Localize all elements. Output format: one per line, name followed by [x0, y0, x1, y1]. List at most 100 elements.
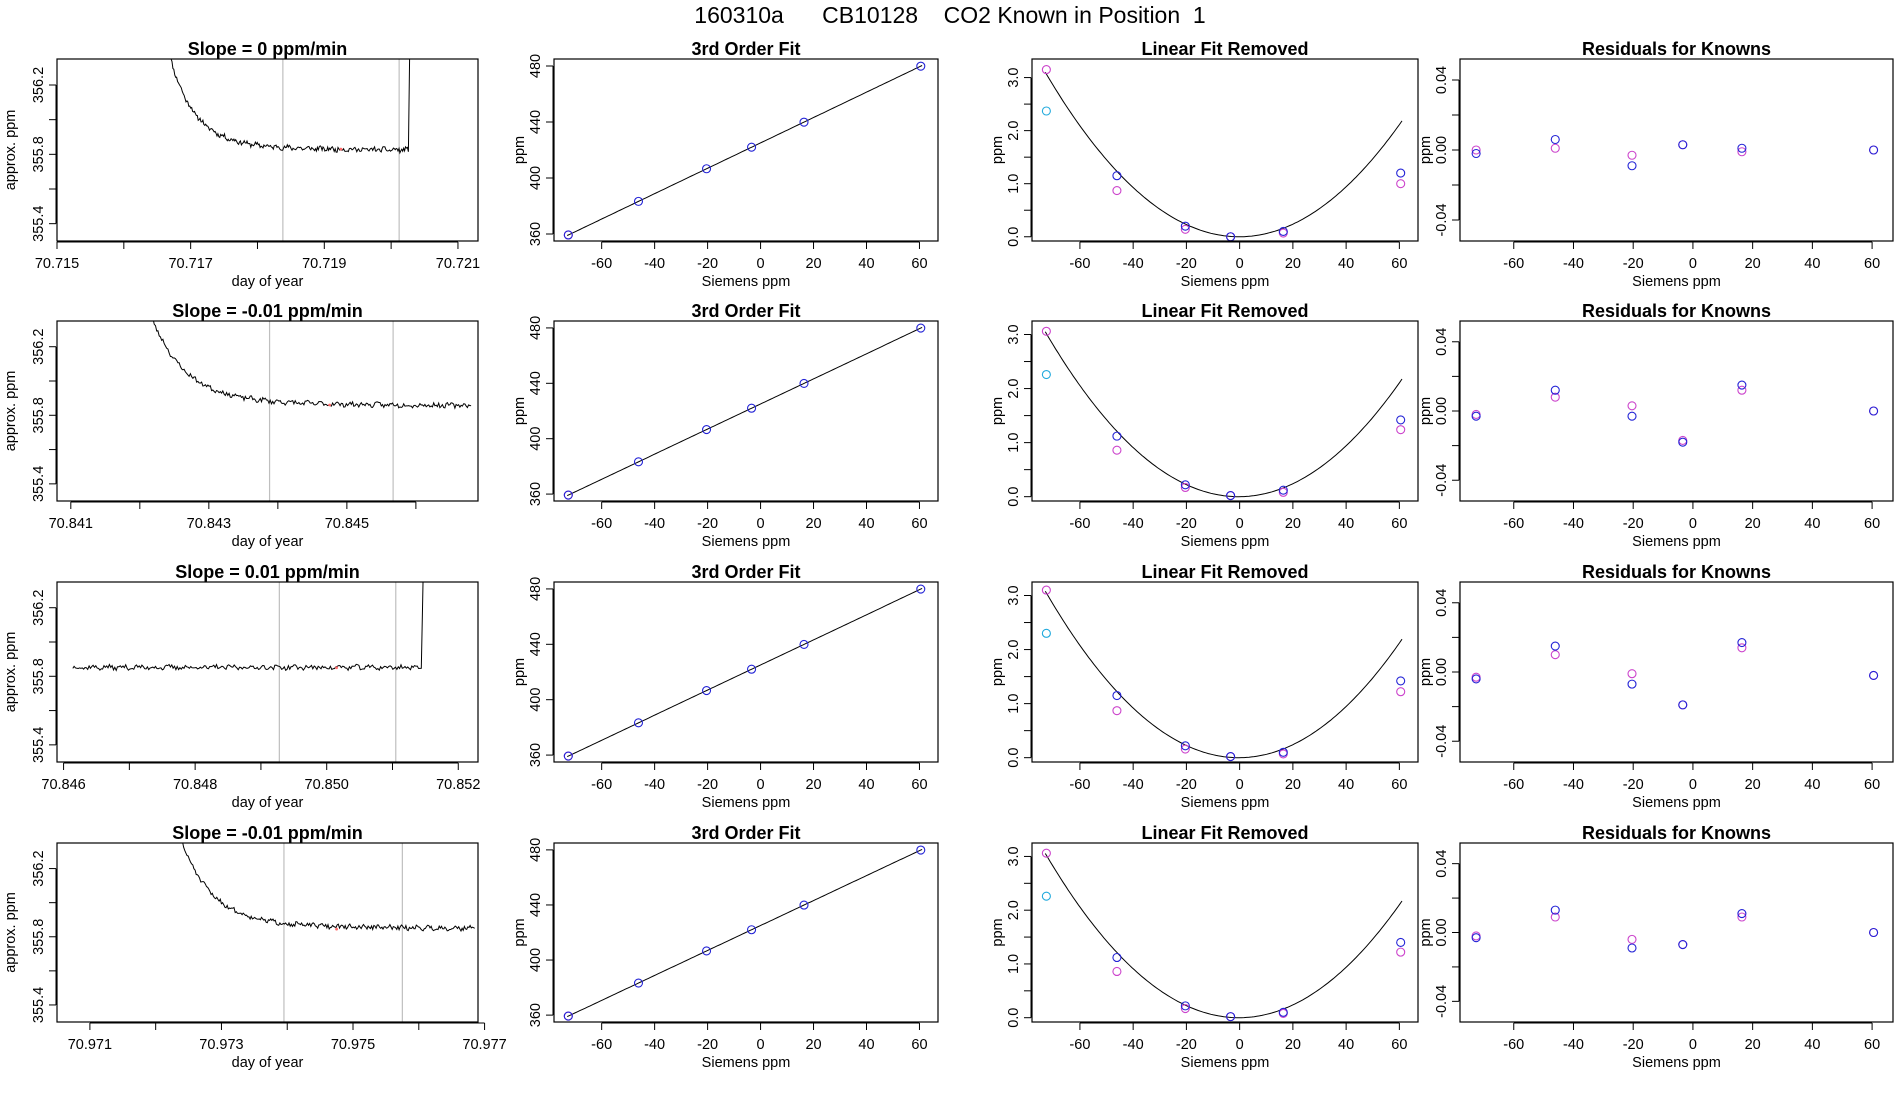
- y-tick-label: 2.0: [1006, 639, 1022, 659]
- x-tick-label: -20: [697, 516, 718, 532]
- x-tick-label: 40: [1338, 256, 1354, 272]
- x-tick-label: -40: [644, 777, 665, 793]
- fit-line: [1044, 853, 1403, 1019]
- y-tick-label: 3.0: [1006, 324, 1022, 344]
- x-tick-label: 60: [911, 256, 927, 272]
- fit-line: [566, 326, 923, 497]
- x-tick-label: 40: [1338, 777, 1354, 793]
- panel-title: Linear Fit Removed: [1141, 39, 1308, 59]
- tank_a-point: [1869, 670, 1879, 681]
- fit-line: [566, 587, 923, 758]
- known_reject-point: [1041, 628, 1051, 638]
- tank_b-point: [1180, 482, 1190, 493]
- y-axis-label: approx. ppm: [3, 110, 19, 191]
- fit-line: [1044, 590, 1403, 759]
- y-tick-label: 480: [528, 54, 544, 78]
- tank_a-point: [799, 900, 809, 910]
- plot-area: [563, 61, 926, 240]
- tank_a-point: [1550, 641, 1560, 651]
- tank_a-point: [916, 584, 926, 594]
- x-tick-label: 40: [1804, 516, 1820, 532]
- x-axis-label: day of year: [232, 795, 304, 811]
- plot-area: [563, 845, 926, 1021]
- x-tick-label: 70.841: [49, 516, 93, 532]
- tank_a-point: [1180, 480, 1190, 490]
- x-tick-label: -40: [1123, 777, 1144, 793]
- x-tick-label: 60: [1391, 777, 1407, 793]
- x-tick-label: -60: [1503, 256, 1524, 272]
- x-tick-label: 20: [1285, 1037, 1301, 1053]
- panel-1-row-1: Slope = 0 ppm/min 70.715 70.717 70.719 70.72…: [3, 39, 480, 290]
- panel-title: Linear Fit Removed: [1141, 823, 1308, 843]
- tank_a-point: [1869, 406, 1879, 416]
- panel-title: Slope = -0.01 ppm/min: [172, 301, 363, 321]
- y-tick-label: 2.0: [1006, 378, 1022, 398]
- y-tick-label: 355.4: [31, 727, 47, 763]
- tank_a-point: [1737, 380, 1747, 390]
- x-tick-label: -60: [1503, 777, 1524, 793]
- x-tick-label: -60: [1069, 256, 1090, 272]
- plot-frame: [1031, 58, 1419, 242]
- y-axis-label: ppm: [512, 658, 528, 686]
- y-tick-label: 360: [528, 1003, 544, 1027]
- panel-title: Linear Fit Removed: [1141, 562, 1308, 582]
- y-axis-label: approx. ppm: [3, 632, 19, 713]
- tank_a-point: [1737, 143, 1747, 153]
- x-tick-label: -20: [1623, 256, 1644, 272]
- x-axis-label: day of year: [232, 1055, 304, 1071]
- y-axis-label: approx. ppm: [3, 892, 19, 973]
- y-tick-label: 355.8: [31, 658, 47, 694]
- x-tick-label: -60: [1503, 516, 1524, 532]
- tank_a-point: [633, 718, 644, 728]
- x-tick-label: -20: [697, 1037, 718, 1053]
- y-tick-label: -0.04: [1434, 464, 1450, 497]
- tank_b-point: [1550, 143, 1560, 153]
- x-tick-label: 60: [1391, 256, 1407, 272]
- panel-3-row-4: Linear Fit Removed -60 -40 -20 0 20 40 60 0.0 1.0…: [990, 823, 1419, 1071]
- tank_a-point: [1180, 1001, 1190, 1011]
- tank_b-point: [1041, 585, 1051, 595]
- x-tick-label: 40: [858, 516, 874, 532]
- panel-2-row-3: 3rd Order Fit -60 -40 -20 0 20 40 60 360 400 440 48…: [512, 562, 939, 811]
- tank_a-point: [563, 1011, 573, 1021]
- tank_a-point: [701, 425, 712, 435]
- plot-area: [1041, 65, 1406, 241]
- x-tick-label: 0: [1689, 516, 1697, 532]
- x-tick-label: 0: [1236, 777, 1244, 793]
- window-midpoint: [335, 927, 338, 931]
- tank_b-point: [1112, 966, 1122, 977]
- panel-title: Residuals for Knowns: [1582, 562, 1771, 582]
- plot-area: [170, 59, 411, 241]
- x-tick-label: 0: [757, 1037, 765, 1053]
- tank_b-point: [1396, 179, 1406, 189]
- x-tick-label: -60: [1069, 777, 1090, 793]
- y-tick-label: 440: [528, 632, 544, 656]
- y-tick-label: -0.04: [1434, 725, 1450, 758]
- x-tick-label: 0: [1689, 777, 1697, 793]
- window-midpoint: [335, 666, 338, 670]
- tank_a-point: [747, 925, 757, 935]
- instrument-trace: [182, 843, 475, 933]
- tank_a-point: [633, 978, 644, 988]
- y-axis-label: ppm: [1418, 658, 1434, 686]
- x-tick-label: -40: [1563, 1037, 1584, 1053]
- y-tick-label: 3.0: [1006, 585, 1022, 605]
- panel-2-row-1: 3rd Order Fit -60 -40 -20 0 20 40 60 360 400 440 48…: [512, 39, 939, 290]
- plot-frame: [1459, 58, 1894, 242]
- x-tick-label: 0: [1236, 256, 1244, 272]
- x-tick-label: -40: [1123, 516, 1144, 532]
- x-tick-label: -60: [591, 256, 612, 272]
- y-tick-label: 360: [528, 743, 544, 767]
- tank_b-point: [1396, 425, 1406, 435]
- x-axis-label: Siemens ppm: [702, 795, 791, 811]
- fit-line: [566, 65, 923, 236]
- x-tick-label: 70.846: [41, 777, 85, 793]
- y-tick-label: 356.2: [31, 850, 47, 886]
- tank_b-point: [1396, 947, 1406, 957]
- y-tick-label: 440: [528, 893, 544, 917]
- x-tick-label: 20: [805, 256, 821, 272]
- x-tick-label: 40: [1804, 256, 1820, 272]
- x-tick-label: 70.717: [168, 256, 212, 272]
- y-axis-label: ppm: [990, 918, 1006, 946]
- panel-4-row-4: Residuals for Knowns -60 -40 -20 0 20 40 60 -0.0…: [1418, 823, 1894, 1071]
